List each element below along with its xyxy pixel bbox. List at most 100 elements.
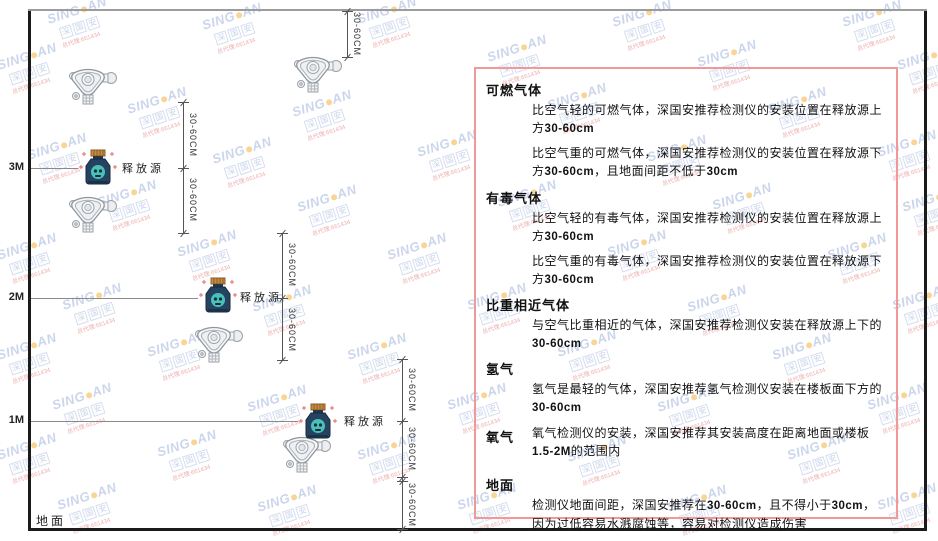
section-ground: 地面 检测仪地面间距，深国安推荐在30-60cm，且不得小于30cm，因为过低容… — [486, 475, 884, 533]
dimension-tick — [277, 360, 288, 361]
dimension-tick — [178, 168, 189, 169]
watermark-dot-icon — [290, 493, 298, 502]
watermark-cn: 深国安 — [187, 241, 243, 274]
watermark-dot-icon — [900, 391, 908, 400]
info-panel: 可燃气体 比空气轻的可燃气体，深国安推荐检测仪的安装位置在释放源上方30-60c… — [474, 67, 898, 531]
section-paragraph: 氧气检测仪的安装，深国安推荐其安装高度在距离地面或楼板1.5-2M的范围内 — [532, 425, 870, 458]
watermark-red-text: 总代理:661434 — [66, 417, 107, 436]
dimension-label: 30-60CM — [188, 177, 198, 223]
watermark-red-text: 总代理:661434 — [216, 37, 257, 56]
watermark-red-text: 总代理:661434 — [306, 124, 347, 143]
watermark-dot-icon — [330, 193, 338, 202]
dimension-tick — [397, 481, 408, 482]
watermark-red-text: 总代理:661434 — [11, 267, 52, 286]
watermark-red-text: 总代理:661434 — [371, 31, 412, 50]
watermark-cn: 深国安 — [307, 196, 363, 229]
section-paragraph: 比空气轻的有毒气体，深国安推荐检测仪的安装位置在释放源上方30-60cm — [532, 210, 883, 243]
watermark-red-text: 总代理:661434 — [76, 317, 117, 336]
watermark-cn: 深国安 — [397, 244, 453, 277]
watermark-cn: 深国安 — [357, 344, 413, 377]
watermark-cn: 深国安 — [622, 11, 678, 44]
level-line-3m — [31, 168, 78, 169]
watermark-dot-icon — [85, 391, 93, 400]
watermark-cn: 深国安 — [222, 148, 278, 181]
dimension-tick — [342, 11, 353, 12]
axis-label-3m: 3M — [8, 161, 24, 173]
watermark-red-text: 总代理:661434 — [401, 267, 442, 286]
frame-right-wall — [924, 10, 927, 531]
section-oxygen: 氧气 氧气检测仪的安装，深国安推荐其安装高度在距离地面或楼板1.5-2M的范围内 — [486, 424, 884, 467]
gas-detector-icon — [69, 68, 117, 105]
section-paragraph: 比空气重的可燃气体，深国安推荐检测仪的安装位置在释放源下方30-60cm，且地面… — [532, 146, 883, 179]
dimension-tick — [277, 298, 288, 299]
section-title: 地面 — [486, 477, 515, 493]
section-title: 氢气 — [486, 362, 515, 378]
watermark-dot-icon — [60, 141, 68, 150]
watermark-cn: 深国安 — [367, 8, 423, 41]
watermark-dot-icon — [90, 491, 98, 500]
dimension-label: 30-60CM — [287, 307, 297, 353]
frame-left-wall — [28, 10, 31, 531]
level-line-2m — [31, 298, 198, 299]
section-similar-density-gas: 比重相近气体 与空气比重相近的气体，深国安推荐检测仪安装在释放源上下的30-60… — [486, 295, 884, 353]
watermark-dot-icon — [730, 48, 738, 57]
dimension-tick — [277, 233, 288, 234]
dimension-line — [347, 11, 348, 57]
level-line-1m — [31, 421, 298, 422]
watermark-dot-icon — [180, 338, 188, 347]
gas-detector-icon — [294, 56, 342, 93]
watermark-dot-icon — [30, 341, 38, 350]
watermark-cn: 深国安 — [852, 11, 908, 44]
section-paragraph: 比空气轻的可燃气体，深国安推荐检测仪的安装位置在释放源上方30-60cm — [532, 103, 883, 135]
watermark-dot-icon — [910, 491, 918, 500]
watermark-cn: 深国安 — [907, 54, 938, 87]
watermark-dot-icon — [30, 51, 38, 60]
watermark-red-text: 总代理:661434 — [11, 467, 52, 486]
watermark-cn: 深国安 — [57, 8, 113, 41]
dimension-tick — [397, 421, 408, 422]
section-title: 比重相近气体 — [486, 298, 571, 313]
watermark-dot-icon — [450, 138, 458, 147]
watermark-dot-icon — [280, 393, 288, 402]
section-paragraph: 检测仪地面间距，深国安推荐在30-60cm，且不得小于30cm，因为过低容易水溅… — [532, 497, 876, 531]
watermark-dot-icon — [910, 138, 918, 147]
watermark-red-text: 总代理:661434 — [271, 512, 327, 537]
dimension-tick — [397, 529, 408, 530]
dimension-label: 30-60CM — [407, 482, 417, 528]
watermark-dot-icon — [930, 51, 938, 60]
watermark-red-text: 总代理:661434 — [906, 317, 938, 336]
watermark-dot-icon — [130, 188, 138, 197]
watermark-cn: 深国安 — [267, 496, 323, 529]
release-source-label: 释放源 — [240, 292, 282, 304]
section-combustible-gas: 可燃气体 比空气轻的可燃气体，深国安推荐检测仪的安装位置在释放源上方30-60c… — [486, 80, 884, 182]
dimension-tick — [178, 102, 189, 103]
watermark-cn: 深国安 — [902, 294, 938, 327]
gas-detector-icon — [283, 436, 331, 473]
watermark-red-text: 总代理:661434 — [71, 517, 112, 536]
axis-label-1m: 1M — [8, 414, 24, 426]
